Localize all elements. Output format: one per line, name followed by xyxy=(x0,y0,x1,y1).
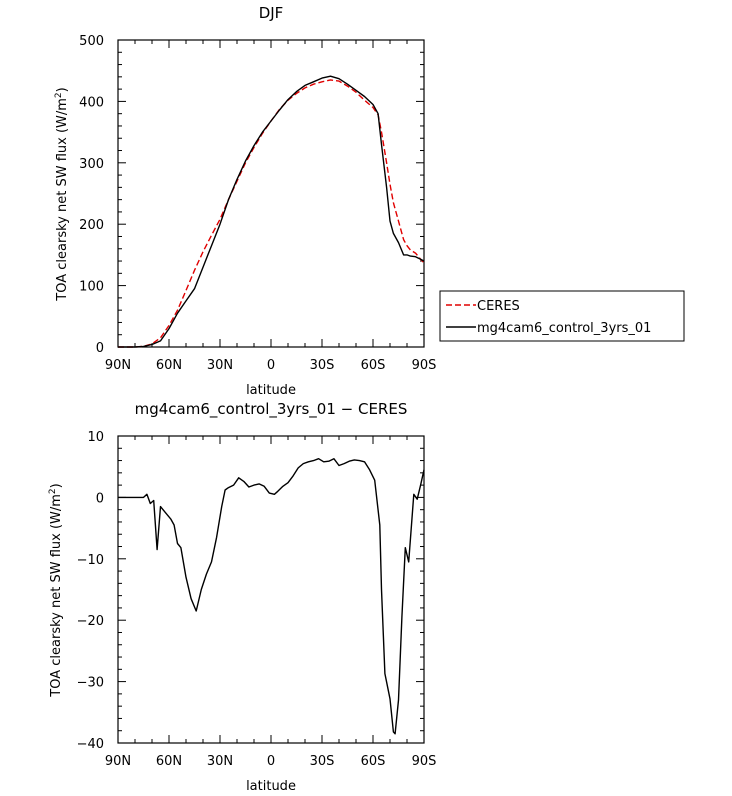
top-series xyxy=(118,75,425,348)
top-y-tick-label: 100 xyxy=(79,280,104,295)
bottom-x-tick-label: 0 xyxy=(267,754,275,769)
top-series-line-0 xyxy=(118,79,425,348)
top-y-axis-label-end: ) xyxy=(55,87,70,92)
bottom-y-tick-label: −10 xyxy=(77,553,104,568)
bottom-x-tick-label: 30N xyxy=(207,754,233,769)
bottom-title: mg4cam6_control_3yrs_01 − CERES xyxy=(135,400,408,419)
top-x-tick-label: 30N xyxy=(207,358,233,373)
bottom-y-axis-label: TOA clearsky net SW flux (W/m2) xyxy=(48,483,64,697)
top-plot-frame xyxy=(117,39,425,348)
legend-box xyxy=(439,290,685,342)
top-y-tick-label: 500 xyxy=(79,34,104,49)
bottom-ticks: 90N 60N 30N 0 30S 60S 90S −40 −30 −20 −10 0 10 xyxy=(77,430,437,769)
top-y-tick-label: 200 xyxy=(79,218,104,233)
top-x-tick-label: 90N xyxy=(105,358,131,373)
bottom-y-axis-label-sup: 2 xyxy=(48,488,58,494)
bottom-y-tick-label: −20 xyxy=(77,614,104,629)
top-y-tick-label: 0 xyxy=(96,341,104,356)
bottom-plot-frame xyxy=(117,435,425,744)
top-x-axis-label: latitude xyxy=(246,383,296,398)
top-x-tick-label: 0 xyxy=(267,358,275,373)
bottom-y-axis-label-main: TOA clearsky net SW flux (W/m xyxy=(49,494,64,698)
top-y-tick-label: 400 xyxy=(79,95,104,110)
legend: CERES mg4cam6_control_3yrs_01 xyxy=(439,290,685,342)
bottom-series-line-0 xyxy=(118,458,425,735)
top-y-axis-label-main: TOA clearsky net SW flux (W/m xyxy=(55,98,70,302)
bottom-series xyxy=(118,458,425,735)
top-x-tick-label: 30S xyxy=(310,358,335,373)
panel-top: DJF 90N 60N 30N 0 30S 60S 90S0100200300400500 … xyxy=(54,4,436,398)
top-y-axis-label-sup: 2 xyxy=(54,92,64,98)
top-x-tick-label: 60S xyxy=(361,358,386,373)
bottom-x-tick-label: 90N xyxy=(105,754,131,769)
bottom-x-tick-label: 90S xyxy=(412,754,437,769)
bottom-x-axis-label: latitude xyxy=(246,779,296,794)
bottom-x-tick-label: 60N xyxy=(156,754,182,769)
top-y-axis-label: TOA clearsky net SW flux (W/m2) xyxy=(54,87,70,301)
legend-label-model: mg4cam6_control_3yrs_01 xyxy=(477,321,651,336)
bottom-y-tick-label: 10 xyxy=(87,430,104,445)
top-x-tick-label: 90S xyxy=(412,358,437,373)
bottom-x-tick-label: 60S xyxy=(361,754,386,769)
bottom-y-tick-label: 0 xyxy=(96,491,104,506)
panel-bottom: mg4cam6_control_3yrs_01 − CERES 90N 60N 30… xyxy=(48,400,436,794)
legend-label-ceres: CERES xyxy=(477,299,520,314)
bottom-y-tick-label: −30 xyxy=(77,676,104,691)
bottom-y-axis-label-end: ) xyxy=(49,483,64,488)
top-ticks: 90N 60N 30N 0 30S 60S 90S 0 100 200 300 400 500 xyxy=(79,34,436,373)
top-y-tick-label: 300 xyxy=(79,157,104,172)
top-series-line-1 xyxy=(118,75,425,348)
bottom-y-tick-label: −40 xyxy=(77,737,104,752)
top-title: DJF xyxy=(259,4,284,22)
bottom-x-tick-label: 30S xyxy=(310,754,335,769)
top-x-tick-label: 60N xyxy=(156,358,182,373)
